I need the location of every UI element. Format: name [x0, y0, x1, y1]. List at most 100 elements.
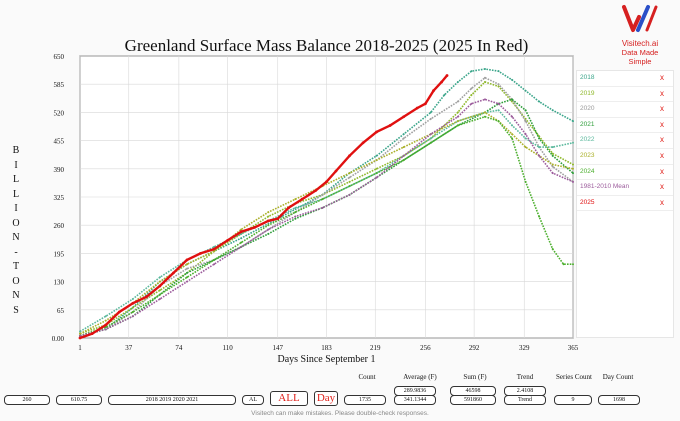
legend-remove-button[interactable]: x [660, 135, 664, 145]
data-point-1981-2010-mean [267, 228, 270, 231]
legend-remove-button[interactable]: x [660, 166, 664, 176]
series-line-2022 [79, 109, 574, 333]
data-point-2019 [470, 94, 473, 97]
data-point-2025 [239, 230, 243, 234]
legend-remove-button[interactable]: x [660, 119, 664, 129]
data-point-2023 [158, 280, 161, 283]
legend-item[interactable]: 2022 x [577, 133, 673, 149]
years-selector[interactable]: 2018 2019 2020 2021 [108, 395, 236, 405]
legend-remove-button[interactable]: x [660, 197, 664, 207]
data-point-2023 [483, 111, 486, 114]
data-point-2024 [185, 276, 188, 279]
legend-remove-button[interactable]: x [660, 150, 664, 160]
y-tick-label: 390 [54, 166, 65, 174]
data-point-2019 [572, 163, 574, 166]
x-tick-label: 110 [223, 344, 234, 352]
data-point-2022 [294, 206, 297, 209]
legend: 2018 x 2019 x 2020 x 2021 x 2022 x 2023 x 2024 x 1981-… [576, 70, 674, 338]
data-point-2025 [445, 74, 449, 77]
series-count-label: Series Count [556, 373, 592, 381]
sum-value: 591860 [450, 395, 496, 405]
data-point-2025 [375, 130, 379, 134]
value-box-1[interactable]: 260 [4, 395, 50, 405]
data-point-2025 [300, 197, 304, 201]
data-point-2018 [511, 78, 514, 81]
data-point-2021 [511, 98, 514, 101]
legend-item-label: 2018 [580, 74, 595, 81]
legend-remove-button[interactable]: x [660, 73, 664, 82]
data-point-2018 [470, 70, 473, 73]
series-line-1981-2010-mean [79, 98, 574, 337]
day-button[interactable]: Day [314, 391, 338, 406]
data-point-2024 [551, 248, 554, 251]
legend-item[interactable]: 2018 x [577, 71, 673, 87]
data-point-2024 [240, 241, 243, 244]
data-point-2023 [375, 159, 378, 162]
data-point-1981-2010-mean [483, 98, 486, 101]
data-point-2024 [131, 310, 134, 313]
data-point-2024 [294, 211, 297, 214]
data-point-2023 [104, 319, 107, 322]
x-axis-label: Days Since September 1 [277, 354, 376, 365]
data-point-2025 [226, 238, 230, 242]
legend-item[interactable]: 2021 x [577, 118, 673, 134]
data-point-2023 [267, 211, 270, 214]
y-axis-label-letter: B [12, 145, 20, 156]
data-point-2018 [375, 154, 378, 157]
legend-item[interactable]: 2025 x [577, 196, 673, 212]
legend-item-label: 2020 [580, 105, 595, 113]
legend-item[interactable]: 2019 x [577, 87, 673, 103]
legend-item[interactable]: 2024 x [577, 165, 673, 181]
data-point-2025 [144, 295, 148, 299]
data-point-1981-2010-mean [79, 334, 81, 337]
data-point-2019 [375, 167, 378, 170]
data-point-1981-2010-mean [497, 102, 500, 105]
data-point-2020 [483, 76, 486, 79]
data-point-2024 [402, 159, 405, 162]
data-point-2025 [199, 252, 202, 255]
data-point-2025 [172, 271, 175, 275]
legend-remove-button[interactable]: x [660, 104, 664, 114]
data-point-2022 [538, 146, 541, 149]
data-point-2025 [361, 141, 365, 145]
legend-item[interactable]: 2020 x [577, 102, 673, 118]
data-point-2019 [483, 81, 486, 84]
data-point-2024 [562, 263, 565, 266]
data-point-2021 [538, 137, 541, 140]
y-axis-label-letter: N [12, 290, 20, 301]
legend-item[interactable]: 2023 x [577, 149, 673, 165]
data-point-1981-2010-mean [158, 297, 161, 300]
data-point-2018 [483, 68, 486, 71]
series-2025 [78, 74, 449, 340]
trend-value[interactable]: Trend [504, 395, 546, 405]
legend-item[interactable]: 1981-2010 Mean x [577, 180, 673, 196]
y-axis-label-letter: O [12, 275, 20, 287]
data-point-2024 [158, 293, 161, 296]
all-button[interactable]: ALL [270, 391, 308, 406]
legend-item-label: 2022 [580, 136, 595, 144]
logo: Visitech.ai Data Made Simple [612, 4, 668, 66]
x-tick-label: 219 [370, 344, 381, 352]
y-tick-label: 195 [54, 250, 65, 258]
value-box-2[interactable]: 610.75 [56, 395, 102, 405]
data-point-2025 [131, 301, 135, 305]
al-box[interactable]: AL [242, 395, 264, 405]
data-point-2025 [325, 180, 328, 184]
data-point-2024 [538, 215, 541, 218]
x-tick-label: 365 [568, 344, 579, 352]
data-point-1981-2010-mean [402, 154, 405, 157]
data-point-2025 [253, 225, 257, 229]
data-point-2020 [524, 120, 527, 123]
legend-remove-button[interactable]: x [660, 182, 664, 192]
y-axis-label-letter: I [14, 159, 18, 171]
data-point-2018 [240, 237, 243, 240]
data-point-1981-2010-mean [185, 280, 188, 283]
data-point-1981-2010-mean [470, 102, 473, 105]
data-point-2022 [551, 146, 554, 149]
data-point-2025 [287, 206, 290, 210]
data-point-2020 [402, 137, 405, 140]
data-point-2024 [483, 115, 486, 118]
y-tick-label: 585 [54, 81, 65, 89]
legend-remove-button[interactable]: x [660, 88, 664, 98]
